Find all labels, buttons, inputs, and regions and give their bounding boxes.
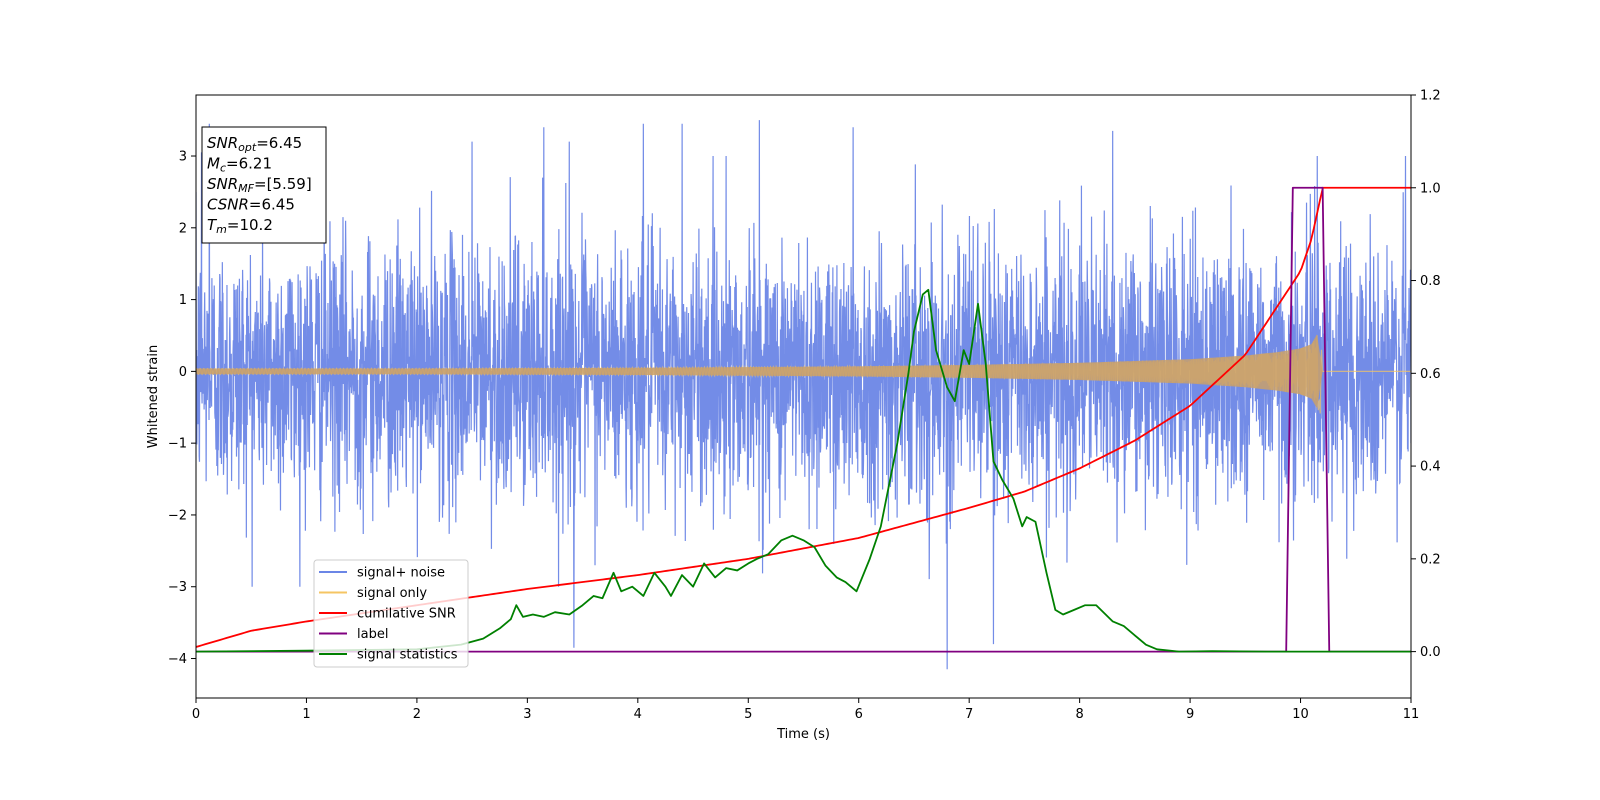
legend: signal+ noise signal only cumilative SNR la… — [313, 559, 469, 668]
x-tick-label: 0 — [192, 707, 200, 722]
x-tick-label: 1 — [302, 707, 310, 722]
x-tick-label: 2 — [413, 707, 421, 722]
series-signal-only-envelope — [196, 334, 1323, 409]
info-box-frame — [201, 126, 327, 244]
x-tick-label: 6 — [855, 707, 863, 722]
legend-label: signal only — [357, 586, 427, 601]
y-right-tick-label: 0.6 — [1420, 367, 1441, 382]
x-tick-label: 8 — [1075, 707, 1083, 722]
ticks-layer: 0 1 2 3 4 5 6 7 8 9 10 113210−1−2−3−41.21.00.80.60.… — [168, 89, 1441, 723]
axes-layer — [195, 94, 1412, 699]
info-mc: Mc=6.21 — [207, 155, 272, 175]
x-tick-label: 7 — [965, 707, 973, 722]
legend-label: cumilative SNR — [357, 607, 456, 622]
y-left-tick-label: 1 — [179, 293, 187, 308]
y-left-tick-label: 0 — [179, 365, 187, 380]
info-snr-mf: SNRMF=[5.59] — [207, 175, 312, 195]
plot-frame — [195, 94, 1412, 699]
legend-label: signal+ noise — [357, 566, 445, 581]
y-right-tick-label: 0.2 — [1420, 552, 1441, 567]
y-left-tick-label: −3 — [168, 580, 187, 595]
x-tick-label: 10 — [1292, 707, 1309, 722]
x-tick-label: 5 — [744, 707, 752, 722]
y-right-tick-label: 1.2 — [1420, 89, 1441, 104]
y-right-tick-label: 1.0 — [1420, 181, 1441, 196]
info-tm: Tm=10.2 — [207, 216, 273, 236]
x-tick-label: 3 — [523, 707, 531, 722]
x-tick-label: 11 — [1403, 707, 1420, 722]
y-left-tick-label: −1 — [168, 437, 187, 452]
series-signal-statistics-line — [196, 288, 1411, 653]
info-csnr: CSNR=6.45 — [207, 196, 295, 214]
series-signal-noise-line — [196, 120, 1411, 670]
x-tick-label: 9 — [1186, 707, 1194, 722]
y-right-tick-label: 0.0 — [1420, 645, 1441, 660]
x-tick-label: 4 — [634, 707, 642, 722]
legend-frame — [313, 559, 469, 668]
y-left-tick-label: −4 — [168, 652, 187, 667]
y-right-tick-label: 0.8 — [1420, 274, 1441, 289]
info-snr-opt: SNRopt=6.45 — [207, 134, 302, 154]
y-right-tick-label: 0.4 — [1420, 460, 1441, 475]
legend-label: signal statistics — [357, 648, 458, 663]
y-axis-label: Whitened strain — [146, 345, 161, 448]
y-left-tick-label: 2 — [179, 221, 187, 236]
legend-label: label — [357, 627, 388, 642]
x-axis-label: Time (s) — [776, 727, 830, 742]
y-left-tick-label: −2 — [168, 508, 187, 523]
y-left-tick-label: 3 — [179, 150, 187, 165]
